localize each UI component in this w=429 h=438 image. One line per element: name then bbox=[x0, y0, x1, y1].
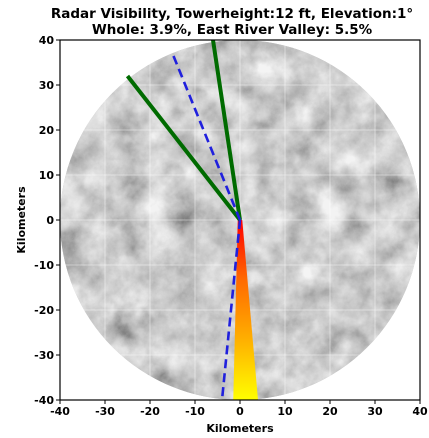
y-tick-label: -40 bbox=[34, 394, 54, 407]
x-tick-label: 30 bbox=[367, 405, 383, 418]
x-tick-label: -30 bbox=[95, 405, 115, 418]
x-tick-label: 0 bbox=[236, 405, 244, 418]
y-tick-label: -10 bbox=[34, 259, 54, 272]
x-axis-ticks: -40 -30 -20 -10 0 10 20 30 40 bbox=[50, 400, 428, 418]
solid-line-0 bbox=[125, 74, 242, 222]
x-tick-label: 40 bbox=[412, 405, 428, 418]
x-tick-label: -40 bbox=[50, 405, 70, 418]
x-tick-label: -20 bbox=[140, 405, 160, 418]
y-tick-label: 40 bbox=[39, 34, 55, 47]
x-tick-label: -10 bbox=[185, 405, 205, 418]
y-tick-label: -30 bbox=[34, 349, 54, 362]
y-axis-label: Kilometers bbox=[15, 186, 28, 254]
dashed-line-3 bbox=[220, 219, 242, 401]
direction-lines bbox=[125, 39, 242, 401]
solid-line-1 bbox=[211, 39, 242, 221]
x-tick-label: 10 bbox=[277, 405, 293, 418]
visibility-wedge bbox=[233, 220, 258, 400]
dashed-line-2 bbox=[171, 53, 242, 221]
y-tick-label: 30 bbox=[39, 79, 55, 92]
x-tick-label: 20 bbox=[322, 405, 338, 418]
y-tick-label: 0 bbox=[46, 214, 54, 227]
y-tick-label: 20 bbox=[39, 124, 55, 137]
y-axis-ticks: -40 -30 -20 -10 0 10 20 30 40 bbox=[34, 34, 60, 407]
x-axis-label: Kilometers bbox=[206, 422, 274, 435]
chart-subtitle: Whole: 3.9%, East River Valley: 5.5% bbox=[92, 22, 373, 38]
chart-title: Radar Visibility, Towerheight:12 ft, Ele… bbox=[51, 6, 413, 22]
y-tick-label: 10 bbox=[39, 169, 55, 182]
y-tick-label: -20 bbox=[34, 304, 54, 317]
